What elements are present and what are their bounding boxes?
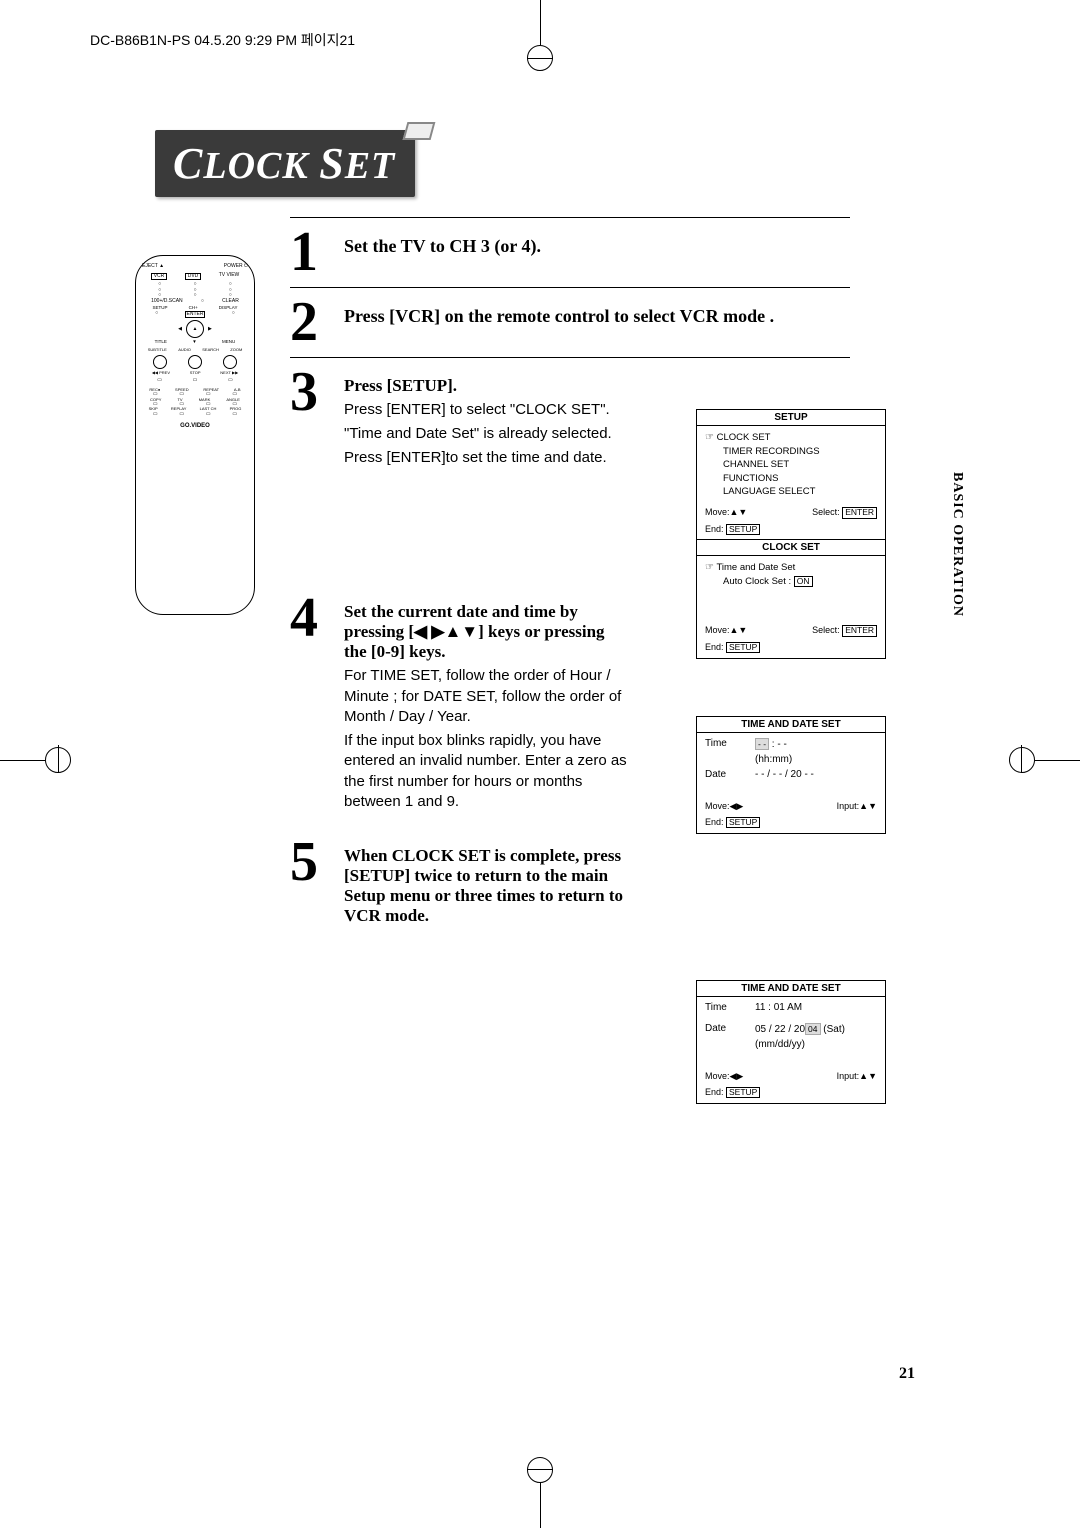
osd-clockset: CLOCK SET ☞ Time and Date Set Auto Clock… (696, 539, 886, 659)
step-title: Set the TV to CH 3 (or 4). (344, 236, 850, 257)
osd-time-date-set-blank: TIME AND DATE SET Time- - : - - (hh:mm) … (696, 716, 886, 834)
step-2: 2 Press [VCR] on the remote control to s… (290, 300, 850, 345)
remote-illustration: EJECT ▲POWER ⏻ VCR DVD TV VIEW ○○○ ○○○ ○… (135, 255, 255, 615)
step-text: Press [ENTER]to set the time and date. (344, 448, 630, 468)
step-title: Press [VCR] on the remote control to sel… (344, 306, 850, 327)
remote-brand: GO.VIDEO (142, 423, 248, 430)
page-number: 21 (899, 1365, 915, 1383)
step-5: 5 When CLOCK SET is complete, press [SET… (290, 840, 630, 930)
step-number: 5 (290, 840, 330, 930)
step-title: Set the current date and time by pressin… (344, 602, 630, 662)
step-number: 4 (290, 596, 330, 816)
step-text: "Time and Date Set" is already selected. (344, 424, 630, 444)
step-3: 3 Press [SETUP]. Press [ENTER] to select… (290, 370, 630, 473)
step-number: 3 (290, 370, 330, 473)
osd-title: TIME AND DATE SET (697, 717, 885, 733)
osd-time-date-set-filled: TIME AND DATE SET Time11 : 01 AM Date05 … (696, 980, 886, 1104)
osd-setup: SETUP ☞ CLOCK SET TIMER RECORDINGS CHANN… (696, 409, 886, 541)
step-text: If the input box blinks rapidly, you hav… (344, 731, 630, 812)
section-tab: BASIC OPERATION (949, 472, 965, 617)
step-number: 2 (290, 300, 330, 345)
step-4: 4 Set the current date and time by press… (290, 596, 630, 816)
osd-title: SETUP (697, 410, 885, 426)
step-title: Press [SETUP]. (344, 376, 630, 396)
osd-title: CLOCK SET (697, 540, 885, 556)
step-text: For TIME SET, follow the order of Hour /… (344, 666, 630, 727)
header-meta: DC-B86B1N-PS 04.5.20 9:29 PM 페이지21 (90, 30, 355, 50)
step-title: When CLOCK SET is complete, press [SETUP… (344, 846, 630, 926)
osd-title: TIME AND DATE SET (697, 981, 885, 997)
step-number: 1 (290, 230, 330, 275)
page-title: CLOCK SET (155, 130, 415, 197)
step-1: 1 Set the TV to CH 3 (or 4). (290, 230, 850, 275)
step-text: Press [ENTER] to select "CLOCK SET". (344, 400, 630, 420)
